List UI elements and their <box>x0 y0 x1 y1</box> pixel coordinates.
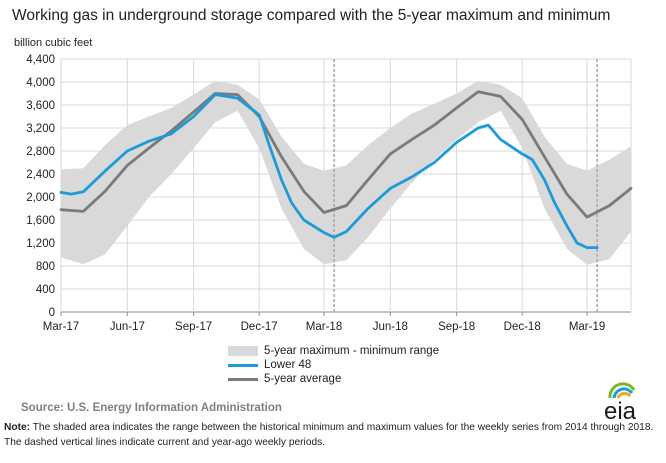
x-tick-label: Sep-17 <box>175 321 212 333</box>
legend-item-lower48: Lower 48 <box>228 358 439 372</box>
logo-text: eia <box>604 398 637 422</box>
y-tick-label: 0 <box>49 307 55 319</box>
x-tick-label: Jun-17 <box>110 321 145 333</box>
y-axis-labels: 0 400 800 1,200 1,600 2,000 2,400 2,800 3,200 3,6… <box>26 54 55 319</box>
y-tick-label: 2,800 <box>26 146 55 158</box>
x-axis-labels: Mar-17 Jun-17 Sep-17 Dec-17 Mar-18 Jun-18 Sep-… <box>43 321 605 333</box>
y-tick-label: 3,600 <box>26 100 55 112</box>
legend-item-average: 5-year average <box>228 372 439 386</box>
x-tick-label: Dec-18 <box>504 321 541 333</box>
average-line <box>59 90 633 219</box>
footnote: Note: The shaded area indicates the rang… <box>4 420 666 450</box>
note-text: The shaded area indicates the range betw… <box>4 422 654 448</box>
legend-label-average: 5-year average <box>264 373 342 385</box>
eia-logo: eia <box>604 382 637 422</box>
y-tick-label: 4,400 <box>26 54 55 66</box>
y-tick-label: 1,600 <box>26 215 55 227</box>
y-tick-label: 3,200 <box>26 123 55 135</box>
legend-swatch-average <box>228 377 258 381</box>
y-tick-label: 4,000 <box>26 77 55 89</box>
range-band-area <box>61 80 631 265</box>
dashed-markers <box>333 59 598 312</box>
y-tick-label: 1,200 <box>26 238 55 250</box>
logo-arc-blue <box>612 387 634 399</box>
logo-arc-green <box>608 382 636 399</box>
series-lines <box>59 90 633 250</box>
legend-item-range: 5-year maximum - minimum range <box>228 344 439 358</box>
y-tick-label: 2,400 <box>26 169 55 181</box>
y-tick-label: 800 <box>36 261 55 273</box>
chart-title: Working gas in underground storage compa… <box>12 7 611 24</box>
y-tick-label: 400 <box>36 284 55 296</box>
note-label: Note: <box>4 422 31 433</box>
x-tick-label: Sep-18 <box>438 321 475 333</box>
legend-swatch-range <box>228 346 258 356</box>
source-line: Source: U.S. Energy Information Administ… <box>21 402 282 414</box>
legend: 5-year maximum - minimum range Lower 48 … <box>228 344 439 386</box>
x-tick-label: Mar-19 <box>569 321 605 333</box>
x-tick-label: Mar-18 <box>306 321 342 333</box>
logo-arc-orange <box>616 391 632 399</box>
y-axis-title: billion cubic feet <box>14 37 92 49</box>
x-tick-label: Dec-17 <box>241 321 278 333</box>
legend-swatch-lower48 <box>228 363 258 367</box>
legend-label-lower48: Lower 48 <box>264 359 312 371</box>
lower48-line <box>59 93 599 250</box>
x-tick-label: Mar-17 <box>43 321 79 333</box>
x-tick-label: Jun-18 <box>373 321 408 333</box>
y-tick-label: 2,000 <box>26 192 55 204</box>
legend-label-range: 5-year maximum - minimum range <box>264 345 440 357</box>
range-band <box>61 80 631 265</box>
